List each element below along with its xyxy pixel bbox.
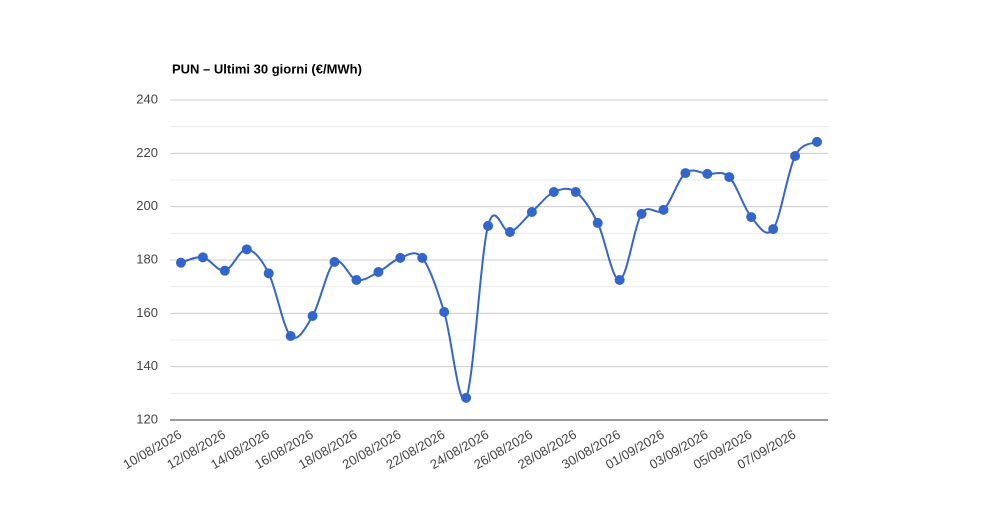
- point: [636, 208, 647, 219]
- point: [417, 252, 428, 263]
- y-tick-label: 200: [136, 198, 158, 213]
- point: [812, 136, 823, 147]
- point: [461, 392, 472, 403]
- point: [680, 168, 691, 179]
- point: [307, 311, 318, 321]
- y-tick-label: 220: [136, 145, 158, 160]
- point: [373, 267, 384, 277]
- point: [658, 204, 669, 215]
- y-tick-label: 120: [136, 411, 158, 426]
- point: [526, 207, 537, 217]
- chart-title: PUN – Ultimi 30 giorni (€/MWh): [172, 61, 362, 76]
- y-tick-label: 180: [136, 251, 158, 266]
- y-tick-label: 160: [136, 305, 158, 320]
- point: [614, 275, 625, 285]
- point: [197, 252, 208, 263]
- point: [548, 187, 559, 197]
- point: [439, 307, 450, 317]
- point: [746, 212, 757, 223]
- point: [768, 224, 779, 235]
- point: [790, 151, 801, 161]
- point: [702, 168, 713, 179]
- point: [285, 331, 296, 341]
- point: [175, 257, 186, 268]
- point: [504, 227, 515, 237]
- point: [351, 275, 362, 285]
- line: [180, 140, 818, 401]
- point: [570, 187, 581, 197]
- point: [329, 256, 340, 267]
- point: [592, 217, 603, 228]
- point: [724, 172, 735, 183]
- point: [483, 220, 494, 231]
- point: [263, 268, 274, 279]
- y-tick-label: 240: [136, 91, 158, 106]
- point: [219, 265, 230, 276]
- y-tick-label: 140: [136, 358, 158, 373]
- point: [395, 252, 406, 263]
- point: [241, 244, 252, 255]
